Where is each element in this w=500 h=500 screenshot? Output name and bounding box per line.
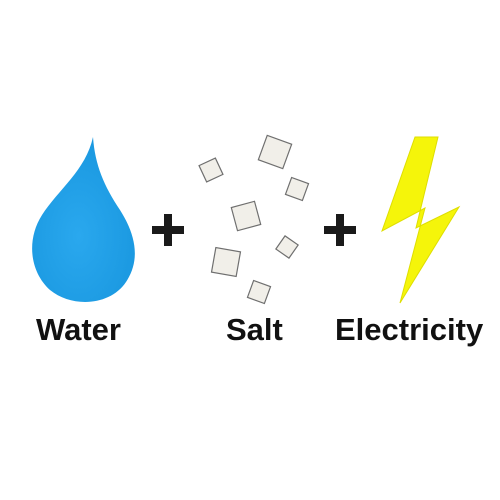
plus-icon xyxy=(324,214,356,246)
lightning-bolt-icon xyxy=(381,136,461,304)
water-drop-icon xyxy=(32,137,135,302)
salt-crystal xyxy=(198,157,224,183)
electricity-label: Electricity xyxy=(335,312,484,347)
water-label: Water xyxy=(36,312,121,347)
salt-crystal xyxy=(210,246,242,278)
salt-crystal xyxy=(257,134,293,170)
salt-label: Salt xyxy=(226,312,283,347)
salt-crystal xyxy=(230,200,262,232)
salt-crystal xyxy=(275,235,299,259)
plus-icon xyxy=(152,214,184,246)
salt-crystal xyxy=(246,279,272,305)
salt-crystals-icon xyxy=(198,134,310,305)
salt-crystal xyxy=(284,176,310,202)
